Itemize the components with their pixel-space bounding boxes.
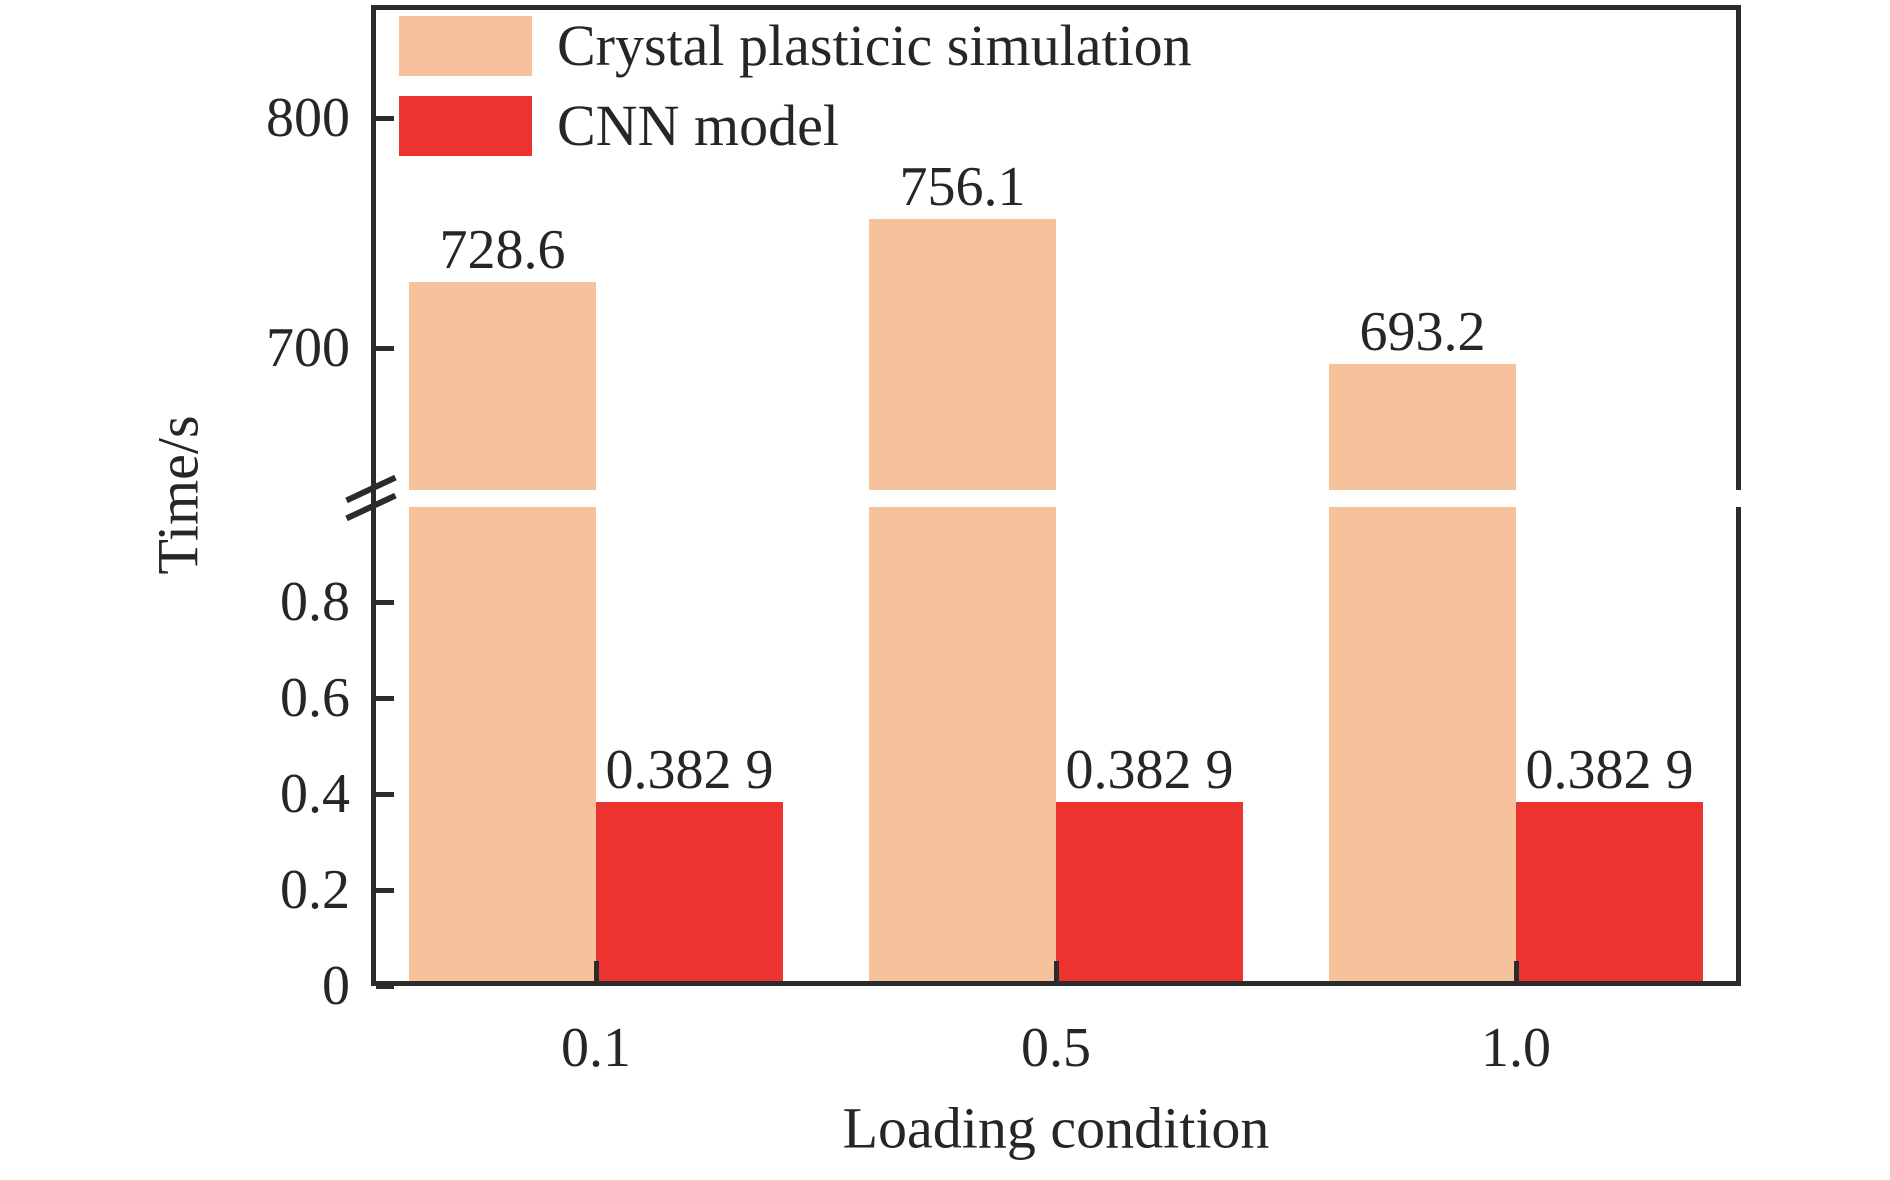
value-label-cnn-1.0: 0.382 9	[1525, 739, 1694, 802]
x-tick	[594, 961, 599, 981]
y-tick-label: 0	[322, 955, 350, 1017]
y-tick	[376, 888, 394, 893]
legend-swatch-cnn-model	[399, 96, 532, 156]
y-tick	[376, 792, 394, 797]
y-tick	[376, 984, 394, 989]
value-label-crystal-0.5: 756.1	[899, 155, 1026, 218]
bar-cnn-1.0	[1516, 802, 1703, 981]
y-tick	[376, 346, 394, 351]
x-tick	[1514, 961, 1519, 981]
y-tick-label: 0.2	[280, 859, 350, 921]
axis-break-band	[376, 490, 1756, 507]
x-tick-label: 0.1	[561, 1017, 631, 1079]
legend-label: CNN model	[557, 93, 839, 158]
value-label-crystal-0.1: 728.6	[439, 219, 566, 282]
bar-crystal-0.5	[869, 218, 1056, 981]
bar-crystal-0.1	[409, 282, 596, 981]
value-label-cnn-0.1: 0.382 9	[605, 739, 774, 802]
legend-label: Crystal plasticic simulation	[557, 13, 1192, 78]
value-label-crystal-1.0: 693.2	[1359, 300, 1486, 363]
x-tick-label: 0.5	[1021, 1017, 1091, 1079]
y-tick	[376, 116, 394, 121]
y-tick-label: 0.8	[280, 571, 350, 633]
y-tick	[376, 696, 394, 701]
x-axis-title: Loading condition	[842, 1095, 1270, 1161]
value-label-cnn-0.5: 0.382 9	[1065, 739, 1234, 802]
bar-cnn-0.5	[1056, 802, 1243, 981]
legend-swatch-crystal-plasticic-simulation	[399, 16, 532, 76]
y-tick-label: 0.4	[280, 763, 350, 825]
y-axis-title: Time/s	[145, 415, 211, 575]
y-tick	[376, 600, 394, 605]
bar-crystal-1.0	[1329, 363, 1516, 981]
x-tick	[1054, 961, 1059, 981]
x-tick-label: 1.0	[1481, 1017, 1551, 1079]
y-tick-label: 0.6	[280, 667, 350, 729]
y-tick-label: 700	[266, 317, 350, 379]
bar-cnn-0.1	[596, 802, 783, 981]
y-tick-label: 800	[266, 87, 350, 149]
